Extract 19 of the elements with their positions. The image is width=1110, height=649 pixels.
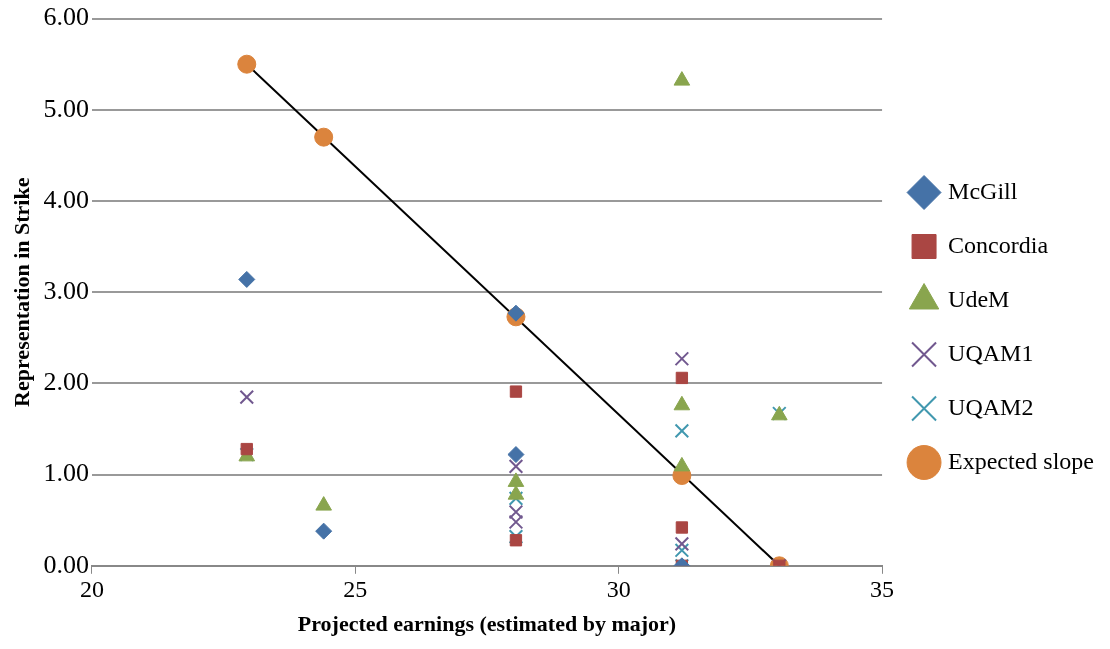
y-tick-label: 2.00 xyxy=(43,367,89,397)
x-axis-title: Projected earnings (estimated by major) xyxy=(297,611,677,637)
x-tick-label: 25 xyxy=(343,576,368,603)
y-tick-label: 3.00 xyxy=(43,276,89,306)
y-tick-label: 5.00 xyxy=(43,93,89,123)
y-tick-label: 1.00 xyxy=(43,458,89,488)
legend-label: Concordia xyxy=(948,231,1049,258)
legend-label: UdeM xyxy=(948,285,1010,312)
legend-label: Expected slope xyxy=(948,447,1095,474)
x-tick-label: 30 xyxy=(606,576,631,603)
y-tick-label: 6.00 xyxy=(43,2,89,32)
legend-label: McGill xyxy=(948,177,1018,204)
y-tick-label: 4.00 xyxy=(43,184,89,214)
legend-label: UQAM1 xyxy=(948,339,1034,366)
y-tick-label: 0.00 xyxy=(43,549,89,579)
x-tick-label: 35 xyxy=(870,576,895,603)
x-tick-label: 20 xyxy=(79,576,104,603)
y-axis-title: Representation in Strike xyxy=(8,177,34,407)
legend-label: UQAM2 xyxy=(948,393,1034,420)
